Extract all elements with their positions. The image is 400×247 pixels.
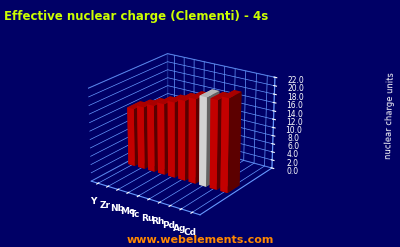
Text: Effective nuclear charge (Clementi) - 4s: Effective nuclear charge (Clementi) - 4s [4, 10, 268, 23]
Text: www.webelements.com: www.webelements.com [126, 235, 274, 245]
